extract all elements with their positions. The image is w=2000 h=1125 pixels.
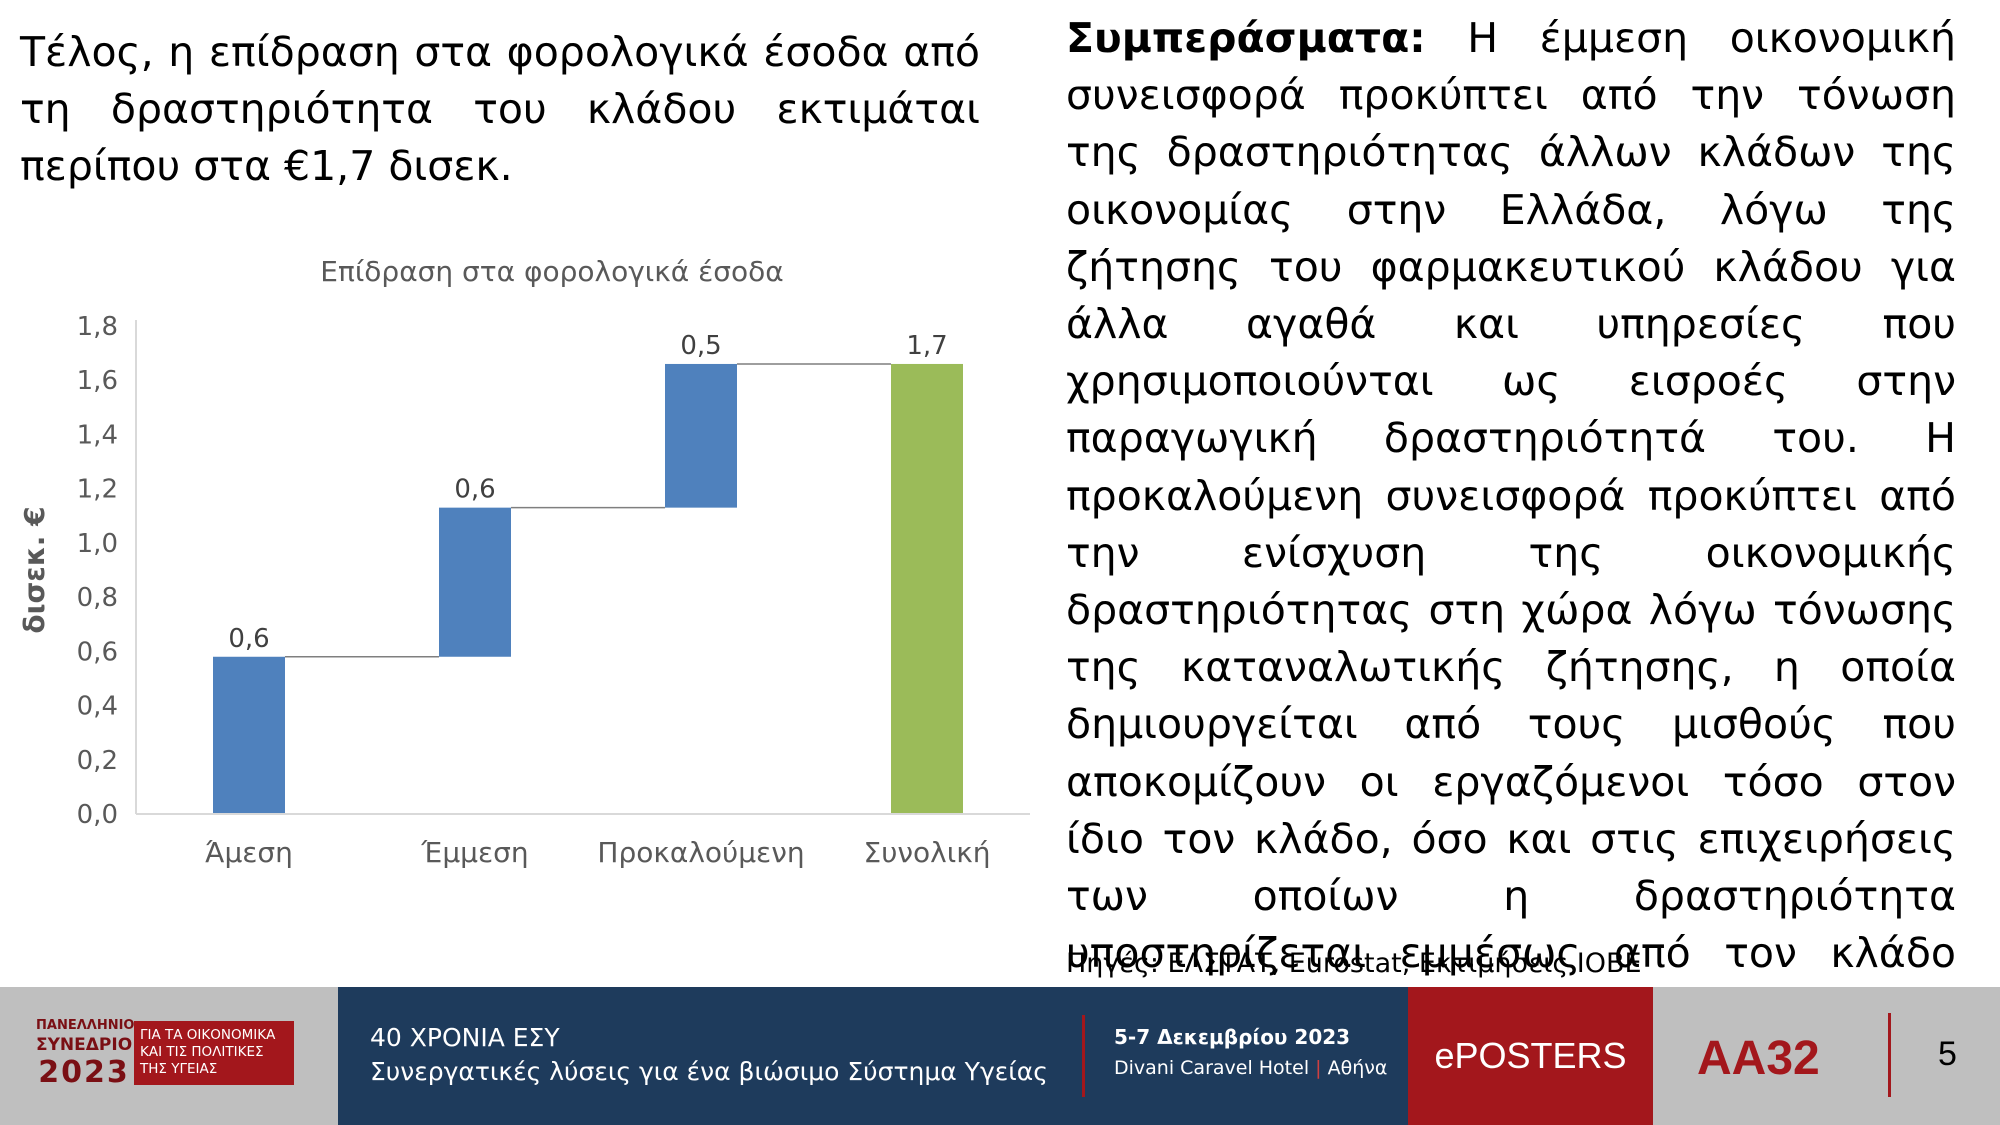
y-tick-label: 0,0 [77,800,118,830]
y-tick-label: 1,4 [77,420,118,450]
bar [213,656,285,814]
event-venue: Divani Caravel Hotel | Αθήνα [1114,1057,1387,1079]
bar [891,363,963,814]
y-tick-label: 1,0 [77,529,118,559]
intro-paragraph: Τέλος, η επίδραση στα φορολογικά έσοδα α… [20,28,980,190]
x-category-label: Έμμεση [420,836,528,869]
connectors [285,363,891,658]
x-category-label: Προκαλούμενη [597,836,804,869]
x-category-label: Συνολική [864,836,991,869]
venue-name: Divani Caravel Hotel [1114,1057,1310,1079]
logo-line-2: ΚΑΙ ΤΙΣ ΠΟΛΙΤΙΚΕΣ [140,1044,264,1060]
data-label: 0,6 [454,475,495,505]
logo-year: 2023 [38,1055,130,1090]
logo-line-1: ΓΙΑ ΤΑ ΟΙΚΟΝΟΜΙΚΑ [140,1027,276,1043]
venue-city: Αθήνα [1327,1057,1388,1079]
bar [665,363,737,508]
logo-small-text: ΠΑΝΕΛΛΗΝΙΟ [36,1018,135,1033]
data-label: 0,6 [228,624,269,654]
poster-code: ΑΑ32 [1697,1032,1820,1085]
bar [439,507,511,657]
sources-note: Πηγές: ΕΛΣΤΑΤ, Eurostat, Εκτιμήσεις ΙΟΒΕ [1066,948,1642,979]
data-label: 0,5 [680,331,721,361]
y-tick-label: 0,2 [77,746,118,776]
y-tick-label: 0,6 [77,637,118,667]
event-subtitle: Συνεργατικές λύσεις για ένα βιώσιμο Σύστ… [370,1057,1048,1086]
venue-separator: | [1315,1057,1322,1079]
x-axis: Άμεση Έμμεση Προκαλούμενη Συνολική [136,813,1030,869]
y-tick-label: 1,6 [77,366,118,396]
event-banner: 40 ΧΡΟΝΙΑ ΕΣΥ Συνεργατικές λύσεις για έν… [338,987,1408,1125]
event-title: 40 ΧΡΟΝΙΑ ΕΣΥ [370,1023,560,1052]
x-category-label: Άμεση [205,836,293,869]
page-number: 5 [1938,1035,1957,1073]
y-tick-label: 1,2 [77,475,118,505]
logo-synedrio-text: ΣΥΝΕΔΡΙΟ [36,1035,133,1055]
eposters-label: ePOSTERS [1434,1035,1627,1076]
code-divider [1888,1013,1891,1097]
poster-code-block: ΑΑ32 5 [1653,987,2000,1125]
footer-bar: ΠΑΝΕΛΛΗΝΙΟ ΣΥΝΕΔΡΙΟ 2023 ΓΙΑ ΤΑ ΟΙΚΟΝΟΜΙ… [0,987,2000,1125]
banner-divider [1082,1015,1085,1097]
chart-title: Επίδραση στα φορολογικά έσοδα [320,255,783,288]
logo-line-3: ΤΗΣ ΥΓΕΙΑΣ [140,1061,218,1077]
waterfall-chart: Επίδραση στα φορολογικά έσοδα δισεκ. € 0… [18,255,1030,869]
data-label: 1,7 [906,331,947,361]
logo-red-box: ΓΙΑ ΤΑ ΟΙΚΟΝΟΜΙΚΑ ΚΑΙ ΤΙΣ ΠΟΛΙΤΙΚΕΣ ΤΗΣ … [134,1021,294,1085]
y-tick-label: 0,4 [77,692,118,722]
conclusions-heading: Συμπεράσματα: [1066,14,1426,62]
y-axis: 0,0 0,2 0,4 0,6 0,8 1,0 1,2 1,4 1,6 1,8 [77,312,137,830]
data-labels: 0,6 0,6 0,5 1,7 [228,331,947,654]
conclusions-paragraph: Συμπεράσματα: Η έμμεση οικονομική συνεισ… [1066,10,1956,1040]
eposters-block: ePOSTERS [1408,987,1653,1125]
y-tick-label: 1,8 [77,312,118,342]
y-tick-label: 0,8 [77,583,118,613]
conference-logo: ΠΑΝΕΛΛΗΝΙΟ ΣΥΝΕΔΡΙΟ 2023 ΓΙΑ ΤΑ ΟΙΚΟΝΟΜΙ… [0,987,338,1125]
y-axis-title: δισεκ. € [18,506,51,633]
conclusions-body: Η έμμεση οικονομική συνεισφορά προκύπτει… [1066,14,1956,1034]
event-dates: 5-7 Δεκεμβρίου 2023 [1114,1025,1351,1049]
bars [213,363,963,814]
